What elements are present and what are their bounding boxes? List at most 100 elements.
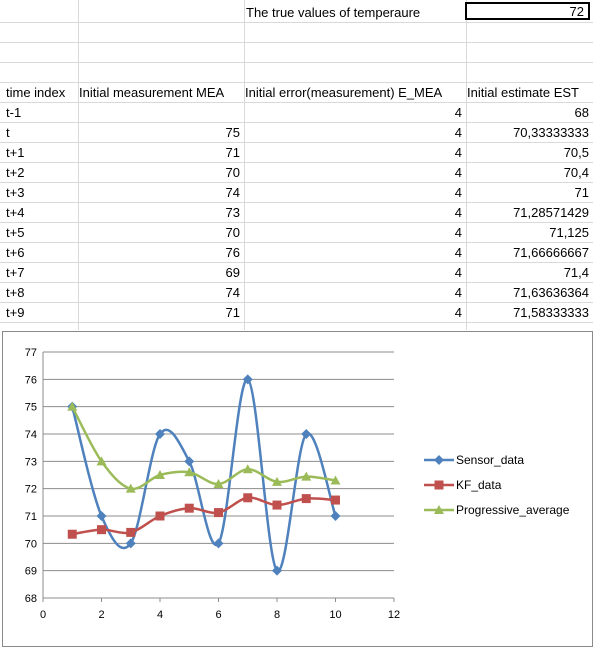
estimate-cell[interactable]: 71,66666667 bbox=[513, 245, 589, 260]
data-point bbox=[272, 565, 282, 576]
header-time-index[interactable]: time index bbox=[6, 85, 66, 100]
time-index-cell[interactable]: t+4 bbox=[6, 205, 25, 220]
time-index-cell[interactable]: t+6 bbox=[6, 245, 25, 260]
measurement-cell[interactable]: 75 bbox=[225, 125, 240, 140]
estimate-cell[interactable]: 71,125 bbox=[549, 225, 589, 240]
y-tick-label: 72 bbox=[25, 484, 37, 496]
measurement-cell[interactable]: 69 bbox=[225, 265, 240, 280]
time-index-cell[interactable]: t+5 bbox=[6, 225, 25, 240]
estimate-cell[interactable]: 71 bbox=[574, 185, 589, 200]
data-point bbox=[301, 429, 312, 439]
measurement-cell[interactable] bbox=[79, 103, 240, 123]
data-point bbox=[301, 471, 312, 481]
error-cell[interactable]: 4 bbox=[454, 245, 462, 260]
estimate-cell[interactable]: 70,5 bbox=[563, 145, 589, 160]
error-cell[interactable]: 4 bbox=[454, 285, 462, 300]
time-index-cell[interactable]: t+7 bbox=[6, 265, 25, 280]
gridlines bbox=[43, 351, 394, 599]
legend-label: KF_data bbox=[456, 478, 502, 492]
measurement-cell[interactable]: 71 bbox=[225, 145, 240, 160]
data-point bbox=[184, 467, 195, 477]
estimate-cell[interactable]: 71,4 bbox=[563, 265, 589, 280]
y-tick-label: 69 bbox=[25, 566, 37, 578]
measurement-cell[interactable]: 73 bbox=[225, 205, 240, 220]
estimate-cell[interactable]: 71,28571429 bbox=[513, 205, 589, 220]
measurement-cell[interactable]: 71 bbox=[225, 305, 240, 320]
time-index-cell[interactable]: t bbox=[6, 125, 10, 140]
data-point bbox=[97, 525, 106, 535]
x-tick-label: 4 bbox=[157, 609, 163, 621]
series-line-progressive_average bbox=[71, 406, 336, 491]
measurement-cell[interactable]: 70 bbox=[225, 165, 240, 180]
y-tick-label: 73 bbox=[25, 456, 37, 468]
time-index-cell[interactable]: t+9 bbox=[6, 305, 25, 320]
data-point bbox=[301, 494, 311, 504]
data-point bbox=[272, 476, 282, 486]
y-tick-label: 77 bbox=[25, 347, 37, 359]
data-point bbox=[155, 429, 165, 439]
y-tick-label: 74 bbox=[25, 429, 37, 441]
data-point bbox=[242, 464, 253, 474]
estimate-cell[interactable]: 71,63636364 bbox=[513, 285, 589, 300]
data-point bbox=[184, 456, 195, 467]
time-index-cell[interactable]: t+8 bbox=[6, 285, 25, 300]
legend-marker bbox=[434, 480, 444, 490]
header-estimate[interactable]: Initial estimate EST bbox=[467, 85, 579, 100]
estimate-cell[interactable]: 68 bbox=[574, 105, 589, 120]
data-point bbox=[155, 470, 165, 479]
time-index-cell[interactable]: t+3 bbox=[6, 185, 25, 200]
data-point bbox=[331, 495, 340, 505]
estimate-cell[interactable]: 70,4 bbox=[563, 165, 589, 180]
data-point bbox=[272, 500, 282, 510]
chart-area[interactable]: 68 69 70 71 72 73 74 75 76 77 0 2 4 6 8 10 12 Sensor_dat… bbox=[2, 331, 593, 647]
measurement-cell[interactable]: 70 bbox=[225, 225, 240, 240]
data-point bbox=[155, 511, 165, 521]
data-point bbox=[213, 479, 224, 489]
data-point bbox=[243, 493, 253, 503]
x-tick-label: 6 bbox=[215, 609, 221, 621]
series-group bbox=[67, 374, 341, 576]
legend-label: Progressive_average bbox=[456, 503, 570, 517]
y-tick-label: 71 bbox=[25, 511, 37, 523]
x-tick-label: 8 bbox=[274, 609, 280, 621]
x-tick-label: 0 bbox=[40, 609, 46, 621]
time-index-cell[interactable]: t+2 bbox=[6, 165, 25, 180]
error-cell[interactable]: 4 bbox=[454, 125, 462, 140]
legend-marker bbox=[434, 505, 444, 514]
y-tick-label: 70 bbox=[25, 538, 37, 550]
legend-marker bbox=[434, 455, 444, 465]
measurement-cell[interactable]: 74 bbox=[225, 185, 240, 200]
y-tick-label: 68 bbox=[25, 593, 37, 605]
error-cell[interactable]: 4 bbox=[454, 305, 462, 320]
error-cell[interactable]: 4 bbox=[454, 205, 462, 220]
header-error[interactable]: Initial error(measurement) E_MEA bbox=[245, 85, 443, 100]
header-measurement[interactable]: Initial measurement MEA bbox=[79, 85, 225, 100]
x-tick-label: 10 bbox=[329, 609, 341, 621]
error-cell[interactable]: 4 bbox=[454, 165, 462, 180]
estimate-cell[interactable]: 70,33333333 bbox=[513, 125, 589, 140]
estimate-cell[interactable]: 71,58333333 bbox=[513, 305, 589, 320]
data-point bbox=[125, 538, 136, 549]
series-line-kf_data bbox=[72, 496, 336, 536]
error-cell[interactable]: 4 bbox=[454, 105, 462, 120]
true-value: 72 bbox=[569, 4, 584, 19]
measurement-cell[interactable]: 76 bbox=[225, 245, 240, 260]
time-index-cell[interactable]: t+1 bbox=[6, 145, 25, 160]
error-cell[interactable]: 4 bbox=[454, 265, 462, 280]
y-tick-label: 76 bbox=[25, 374, 37, 386]
error-cell[interactable]: 4 bbox=[454, 185, 462, 200]
time-index-cell[interactable]: t-1 bbox=[6, 105, 22, 120]
data-point bbox=[330, 475, 341, 485]
true-values-label[interactable]: The true values of temperaure bbox=[246, 5, 421, 20]
legend-label: Sensor_data bbox=[456, 453, 524, 467]
x-tick-label: 12 bbox=[388, 609, 400, 621]
data-point bbox=[214, 508, 223, 518]
measurement-cell[interactable]: 74 bbox=[225, 285, 240, 300]
error-cell[interactable]: 4 bbox=[454, 225, 462, 240]
data-point bbox=[242, 374, 253, 385]
data-point bbox=[184, 503, 194, 513]
true-value-cell[interactable]: 72 bbox=[465, 2, 590, 20]
data-point bbox=[126, 527, 136, 537]
error-cell[interactable]: 4 bbox=[454, 145, 462, 160]
